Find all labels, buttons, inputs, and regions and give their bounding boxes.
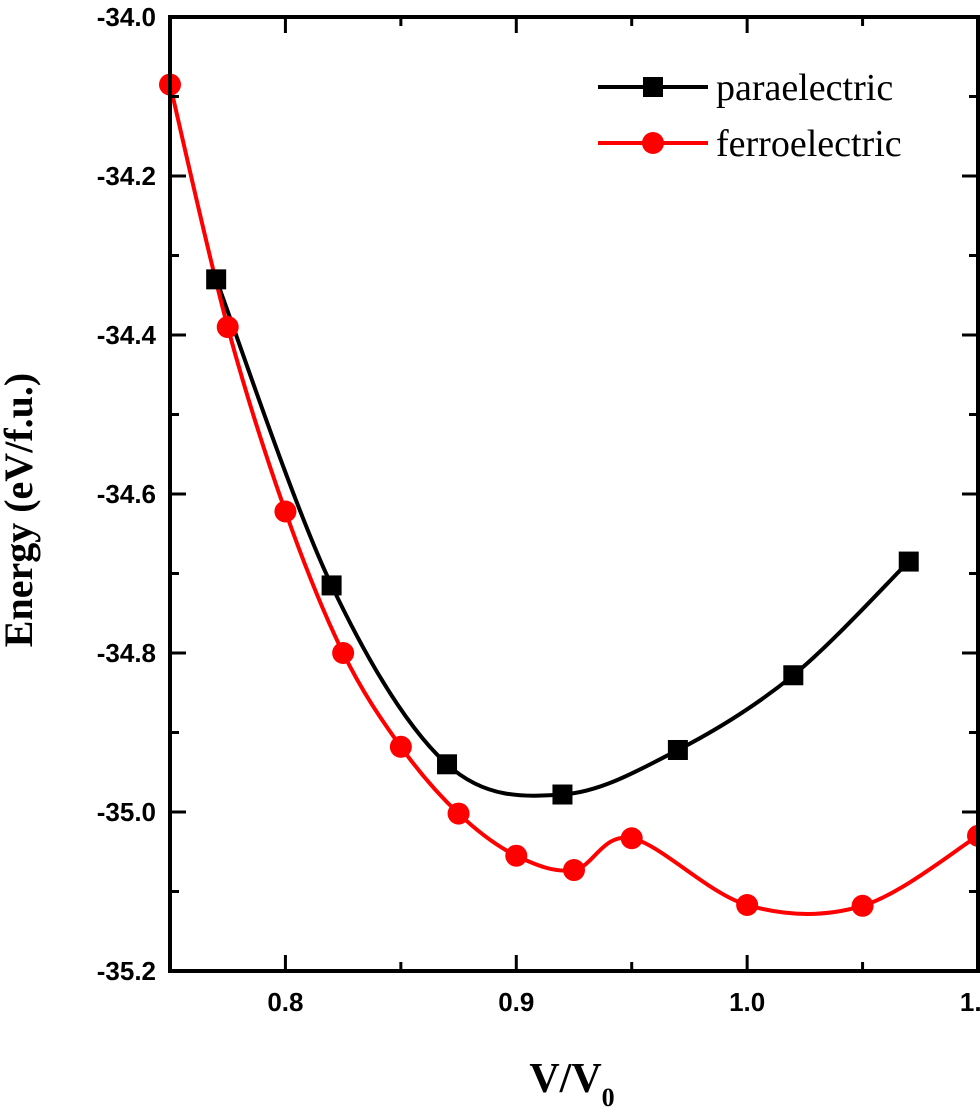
y-tick-label: -34.6	[97, 479, 156, 509]
y-tick-label: -35.2	[97, 956, 156, 986]
legend-label-ferroelectric: ferroelectric	[716, 123, 902, 165]
series-line-paraelectric	[214, 278, 911, 798]
paraelectric-point	[667, 739, 688, 760]
y-tick-label: -34.0	[97, 2, 156, 32]
legend: paraelectric ferroelectric	[598, 67, 902, 165]
x-axis-title-subscript: 0	[602, 1083, 615, 1112]
ferroelectric-point	[216, 316, 239, 339]
y-tick-label: -35.0	[97, 797, 156, 827]
paraelectric-point	[552, 784, 573, 805]
x-tick-label: 1.1	[960, 987, 980, 1017]
ferroelectric-point	[736, 894, 759, 917]
series-layer	[159, 73, 980, 917]
paraelectric-point	[437, 754, 458, 775]
legend-marker-paraelectric	[643, 77, 663, 97]
series-line-ferroelectric	[168, 84, 980, 916]
paraelectric-point	[321, 575, 342, 596]
legend-marker-ferroelectric	[642, 132, 664, 154]
x-axis-title: V/V0	[529, 1056, 614, 1112]
x-tick-label: 0.8	[267, 987, 303, 1017]
ferroelectric-point	[563, 859, 585, 882]
ferroelectric-point	[447, 802, 470, 825]
ferroelectric-point	[620, 827, 643, 850]
ferroelectric-point	[505, 844, 528, 867]
tick-layer: 0.8 0.9 1.0 1.1 -34.0 -34.2 -34.4 -34.6 -34.8 -35…	[97, 2, 980, 1017]
y-tick-label: -34.8	[97, 638, 156, 668]
x-tick-label: 0.9	[498, 987, 534, 1017]
paraelectric-point	[783, 665, 804, 686]
paraelectric-point	[898, 551, 919, 572]
x-tick-label: 1.0	[729, 987, 765, 1017]
ferroelectric-point	[389, 735, 412, 758]
y-tick-label: -34.4	[97, 320, 157, 350]
y-axis-title: Energy (eV/f.u.)	[0, 373, 41, 647]
ferroelectric-point	[274, 500, 297, 523]
legend-label-paraelectric: paraelectric	[716, 67, 893, 109]
y-tick-label: -34.2	[97, 161, 156, 191]
x-axis-title-main: V/V	[529, 1056, 601, 1102]
ferroelectric-point	[851, 894, 874, 917]
ferroelectric-point	[332, 642, 355, 664]
paraelectric-point	[206, 269, 227, 290]
